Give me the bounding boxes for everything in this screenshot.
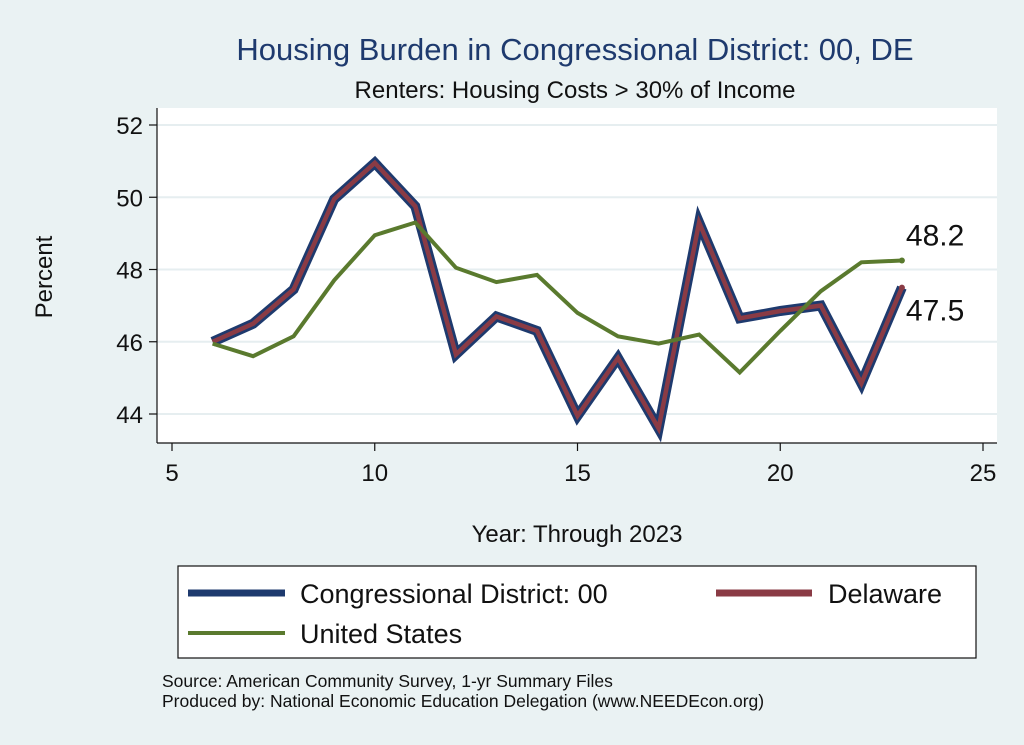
end-label-united-states: 48.2 — [906, 219, 964, 252]
chart-subtitle: Renters: Housing Costs > 30% of Income — [355, 77, 796, 104]
series-line-delaware — [211, 159, 904, 435]
x-tick-label-20: 20 — [767, 460, 794, 487]
end-point-delaware — [898, 284, 905, 291]
end-label-delaware: 47.5 — [906, 295, 964, 328]
x-tick-label-10: 10 — [361, 460, 388, 487]
y-tick-label-50: 50 — [116, 185, 143, 212]
x-tick-label-25: 25 — [970, 460, 997, 487]
y-tick-label-44: 44 — [116, 402, 143, 429]
series-line-united-states — [212, 220, 902, 376]
x-tick-label-5: 5 — [165, 460, 178, 487]
y-tick-label-52: 52 — [116, 113, 143, 140]
gridlines — [157, 124, 997, 415]
plot-area — [157, 108, 997, 443]
legend-box — [177, 565, 977, 659]
legend-label-congressional-district: Congressional District: 00 — [300, 579, 608, 609]
source-note: Source: American Community Survey, 1-yr … — [162, 671, 613, 691]
series-layer — [210, 155, 907, 443]
produced-by-note: Produced by: National Economic Education… — [162, 691, 764, 711]
y-axis-ticks: 44 46 48 50 52 — [116, 113, 157, 429]
y-axis-label: Percent — [31, 235, 58, 318]
x-tick-label-15: 15 — [564, 460, 591, 487]
legend-label-delaware: Delaware — [828, 579, 942, 609]
x-axis-ticks: 5 10 15 20 25 — [165, 443, 996, 487]
legend-label-united-states: United States — [300, 619, 462, 649]
end-labels: 48.2 47.5 — [898, 219, 964, 328]
end-point-united-states — [898, 257, 905, 264]
y-tick-label-46: 46 — [116, 330, 143, 357]
chart-title: Housing Burden in Congressional District… — [236, 32, 913, 67]
y-tick-label-48: 48 — [116, 258, 143, 285]
x-axis-label: Year: Through 2023 — [472, 521, 683, 548]
